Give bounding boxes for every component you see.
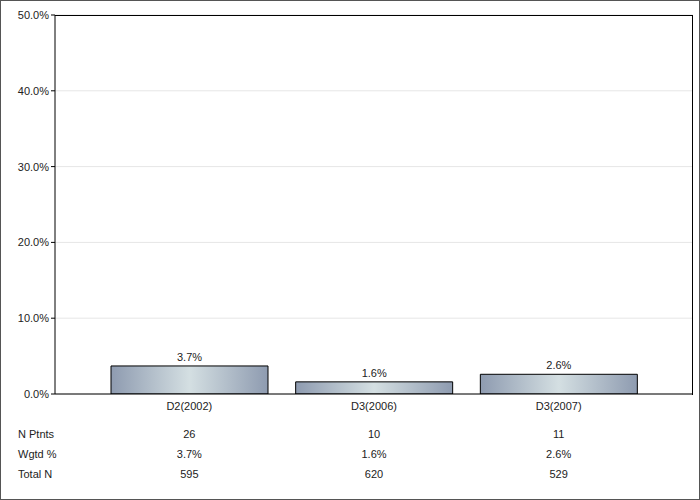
html-text:2.6%: 2.6% — [546, 448, 572, 460]
html-text:595: 595 — [180, 468, 199, 480]
html-text:11: 11 — [552, 428, 565, 440]
html-text:1.6%: 1.6% — [361, 448, 387, 460]
html-text:Total N: Total N — [18, 468, 53, 480]
svg-text:0.0%: 0.0% — [24, 388, 49, 400]
html-text:620: 620 — [364, 468, 384, 480]
html-text:10: 10 — [367, 428, 381, 440]
svg-text:50.0%: 50.0% — [18, 9, 49, 21]
svg-text:10.0%: 10.0% — [18, 312, 49, 324]
html-text:26: 26 — [183, 428, 196, 440]
svg-text:40.0%: 40.0% — [18, 85, 49, 97]
svg-text:3.7%: 3.7% — [177, 351, 202, 363]
svg-text:D3(2007): D3(2007) — [536, 400, 582, 412]
svg-text:D3(2006): D3(2006) — [351, 400, 397, 412]
html-text:529: 529 — [549, 468, 568, 480]
html-text:3.7%: 3.7% — [176, 448, 202, 460]
svg-text:30.0%: 30.0% — [18, 161, 49, 173]
svg-text:1.6%: 1.6% — [362, 367, 387, 379]
svg-text:D2(2002): D2(2002) — [166, 400, 212, 412]
html-text:Wgtd %: Wgtd % — [18, 448, 57, 460]
svg-text:2.6%: 2.6% — [546, 359, 571, 371]
html-text:N Ptnts: N Ptnts — [18, 428, 55, 440]
svg-text:20.0%: 20.0% — [18, 236, 49, 248]
